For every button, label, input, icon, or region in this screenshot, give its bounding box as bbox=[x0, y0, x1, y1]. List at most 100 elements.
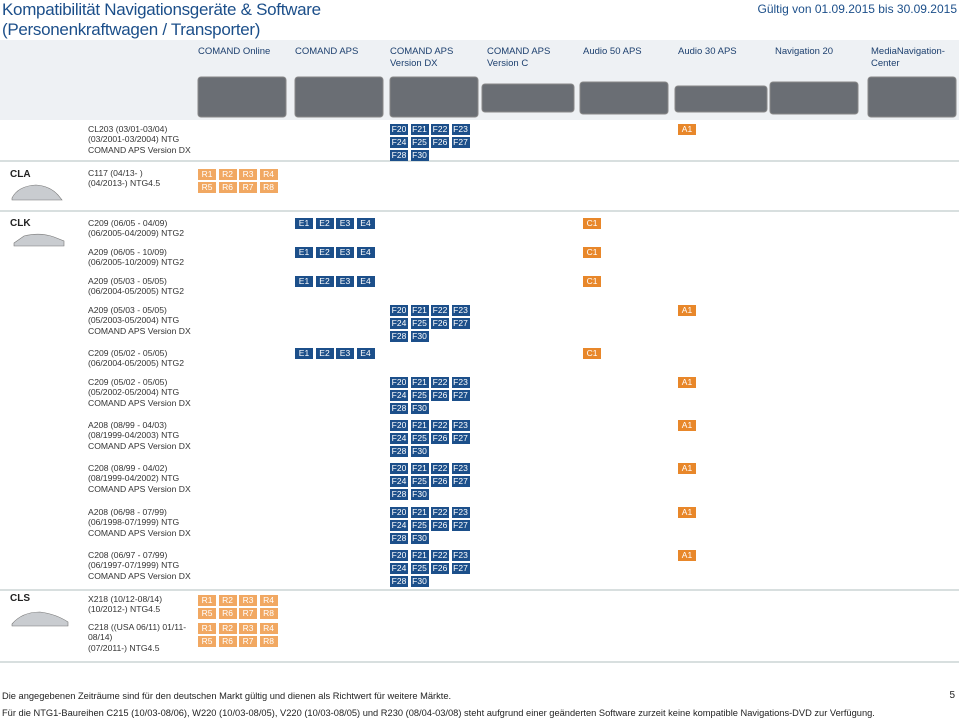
code-badge: A1 bbox=[678, 550, 696, 561]
device-image bbox=[769, 81, 859, 115]
code-badge: R5 bbox=[198, 608, 216, 619]
column-header: COMAND Online bbox=[198, 46, 271, 57]
code-badge: F28 bbox=[390, 576, 408, 587]
column-header: Audio 50 APS bbox=[583, 46, 642, 57]
code-badge: A1 bbox=[678, 463, 696, 474]
code-badge: F23 bbox=[451, 420, 470, 431]
title: Kompatibilität Navigationsgeräte & Softw… bbox=[2, 0, 321, 19]
code-badge: F20 bbox=[390, 550, 408, 561]
model-name: CLA bbox=[10, 169, 31, 180]
code-badge: E2 bbox=[315, 247, 334, 258]
device-image bbox=[294, 76, 384, 118]
code-badge: A1 bbox=[678, 507, 696, 518]
code-badge: F23 bbox=[451, 550, 470, 561]
code-badge: F24 bbox=[390, 476, 408, 487]
code-badge: R2 bbox=[218, 623, 237, 634]
model-name: CLS bbox=[10, 593, 30, 604]
car-image bbox=[13, 233, 65, 247]
row-text: (06/2004-05/2005) NTG2 bbox=[88, 358, 185, 369]
code-badge: R1 bbox=[198, 623, 216, 634]
code-badge: F24 bbox=[390, 433, 408, 444]
code-badge: C1 bbox=[583, 276, 601, 287]
code-badge: F26 bbox=[431, 318, 449, 329]
row-text: C218 ((USA 06/11) 01/11- bbox=[88, 622, 187, 632]
code-badge: R7 bbox=[239, 182, 257, 193]
footnote: Für die NTG1-Baureihen C215 (10/03-08/06… bbox=[2, 708, 875, 718]
device-image bbox=[579, 81, 669, 115]
code-badge: F25 bbox=[410, 318, 429, 329]
row-text: COMAND APS Version DX bbox=[88, 325, 191, 336]
code-badge: R5 bbox=[198, 636, 216, 647]
validity: Gültig von 01.09.2015 bis 30.09.2015 bbox=[757, 2, 958, 16]
code-badge: F20 bbox=[390, 377, 408, 388]
code-badge: F21 bbox=[410, 420, 429, 431]
code-badge: F28 bbox=[390, 403, 408, 414]
code-badge: F24 bbox=[390, 318, 408, 329]
row-text: (06/1998-07/1999) NTG bbox=[88, 517, 180, 528]
row-text: C209 (06/05 - 04/09) bbox=[88, 218, 168, 228]
row-text: COMAND APS Version DX bbox=[88, 527, 191, 538]
code-badge: R8 bbox=[259, 636, 278, 647]
code-badge: F20 bbox=[390, 124, 408, 135]
code-badge: F27 bbox=[451, 476, 470, 487]
code-badge: F30 bbox=[410, 331, 429, 342]
device-image bbox=[674, 85, 768, 113]
code-badge: R5 bbox=[198, 182, 216, 193]
code-badge: F25 bbox=[410, 433, 429, 444]
code-badge: F20 bbox=[390, 463, 408, 474]
code-badge: R6 bbox=[218, 608, 237, 619]
code-badge: F22 bbox=[431, 305, 449, 316]
code-badge: R3 bbox=[239, 595, 257, 606]
code-badge: F23 bbox=[451, 463, 470, 474]
code-badge: F26 bbox=[431, 563, 449, 574]
row-text: COMAND APS Version DX bbox=[88, 397, 191, 408]
device-image bbox=[481, 83, 575, 113]
row-text: (08/1999-04/2002) NTG bbox=[88, 473, 180, 484]
code-badge: R1 bbox=[198, 169, 216, 180]
code-badge: F30 bbox=[410, 403, 429, 414]
code-badge: F26 bbox=[431, 433, 449, 444]
code-badge: E3 bbox=[336, 348, 354, 359]
code-badge: R3 bbox=[239, 169, 257, 180]
row-text: (08/1999-04/2003) NTG bbox=[88, 430, 180, 441]
code-badge: R7 bbox=[239, 636, 257, 647]
code-badge: F24 bbox=[390, 137, 408, 148]
row-text: (06/2005-10/2009) NTG2 bbox=[88, 257, 185, 268]
code-badge: F23 bbox=[451, 377, 470, 388]
code-badge: F27 bbox=[451, 433, 470, 444]
code-badge: R2 bbox=[218, 595, 237, 606]
code-badge: F21 bbox=[410, 463, 429, 474]
row-text: A209 (05/03 - 05/05) bbox=[88, 305, 167, 315]
column-header: COMAND APS Version DX bbox=[390, 46, 454, 69]
row-text: C208 (08/99 - 04/02) bbox=[88, 463, 168, 473]
column-header: COMAND APS Version C bbox=[487, 46, 551, 69]
row-text: COMAND APS Version DX bbox=[88, 483, 191, 494]
code-badge: F21 bbox=[410, 507, 429, 518]
code-badge: F26 bbox=[431, 137, 449, 148]
row-text: COMAND APS Version DX bbox=[88, 144, 191, 155]
code-badge: R1 bbox=[198, 595, 216, 606]
code-badge: R6 bbox=[218, 182, 237, 193]
code-badge: F23 bbox=[451, 305, 470, 316]
row-text: X218 (10/12-08/14) bbox=[88, 594, 163, 604]
car-image bbox=[11, 611, 69, 627]
row-text: A209 (06/05 - 10/09) bbox=[88, 247, 167, 257]
code-badge: R4 bbox=[259, 595, 278, 606]
code-badge: A1 bbox=[678, 124, 696, 135]
code-badge: F28 bbox=[390, 446, 408, 457]
code-badge: F28 bbox=[390, 150, 408, 161]
code-badge: C1 bbox=[583, 218, 601, 229]
code-badge: F20 bbox=[390, 420, 408, 431]
code-badge: E2 bbox=[315, 218, 334, 229]
code-badge: E4 bbox=[356, 247, 375, 258]
code-badge: A1 bbox=[678, 377, 696, 388]
row-text: (06/2005-04/2009) NTG2 bbox=[88, 228, 185, 239]
row-text: (04/2013-) NTG4.5 bbox=[88, 178, 161, 189]
row-text: A209 (05/03 - 05/05) bbox=[88, 276, 167, 286]
code-badge: E3 bbox=[336, 218, 354, 229]
row-text: (05/2003-05/2004) NTG bbox=[88, 315, 180, 326]
column-header: MediaNavigation-Center bbox=[871, 46, 945, 69]
car-image bbox=[11, 184, 63, 201]
row-text: COMAND APS Version DX bbox=[88, 440, 191, 451]
